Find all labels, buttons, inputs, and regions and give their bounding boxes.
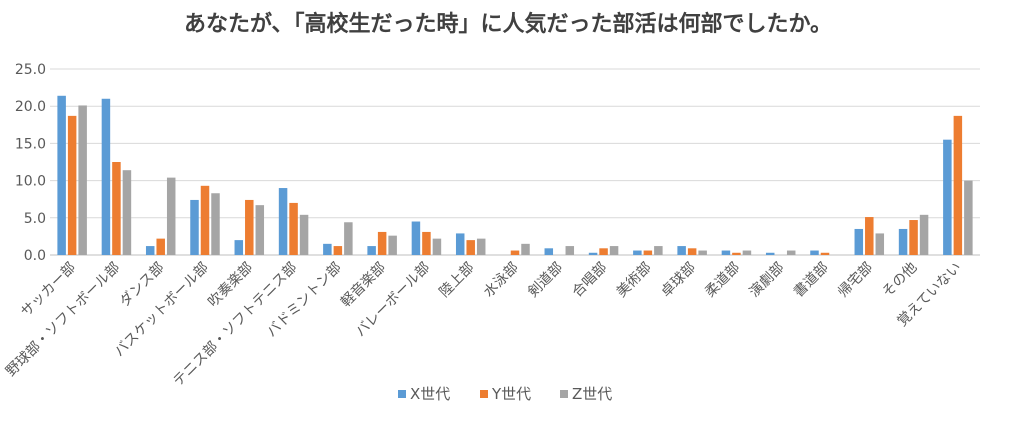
bar (633, 250, 642, 255)
bar (299, 214, 309, 255)
bar (742, 250, 752, 255)
bar (786, 250, 796, 255)
bar (156, 238, 165, 255)
bar (943, 139, 952, 255)
bar (643, 250, 653, 255)
bar (510, 250, 520, 255)
chart-title: あなたが、「高校生だった時」に人気だった部活は何部でしたか。 (183, 12, 833, 37)
bar (953, 115, 963, 255)
bar (609, 246, 619, 255)
bar (411, 221, 421, 255)
bar (820, 252, 830, 255)
bar (190, 199, 199, 255)
bar (200, 185, 210, 255)
bar (112, 162, 121, 255)
bar (145, 246, 155, 255)
legend-label: X世代 (410, 385, 450, 403)
bar (122, 170, 132, 255)
legend-swatch (560, 390, 568, 398)
bar (432, 238, 442, 255)
bar (422, 231, 431, 255)
category-label: 美術部 (614, 260, 655, 301)
bar (255, 205, 265, 255)
legend-label: Z世代 (572, 385, 612, 403)
bar (166, 177, 176, 255)
category-label: 帰宅部 (834, 259, 876, 301)
bar (476, 238, 486, 255)
bar (211, 193, 220, 255)
bar (964, 180, 973, 255)
bar (544, 248, 554, 255)
category-label: 柔道部 (702, 260, 743, 301)
legend-swatch (480, 390, 488, 398)
bar (289, 202, 298, 255)
bar (377, 231, 387, 255)
legend-label: Y世代 (491, 385, 531, 403)
y-tick-label: 20.0 (15, 99, 46, 115)
bar (654, 246, 663, 255)
bar (245, 199, 254, 255)
y-tick-label: 0.0 (24, 248, 46, 264)
bar (875, 233, 885, 255)
bar (588, 252, 598, 255)
category-label: 合唱部 (569, 260, 610, 301)
bar (687, 248, 697, 255)
bar (919, 214, 929, 255)
bar (721, 250, 731, 255)
bar (78, 105, 87, 256)
bar (565, 246, 575, 255)
category-label: 書道部 (791, 260, 832, 301)
y-tick-label: 10.0 (15, 174, 46, 190)
category-label: 卓球部 (658, 260, 699, 301)
bar (455, 233, 465, 255)
category-label: 陸上部 (437, 260, 478, 301)
bar (344, 222, 353, 255)
bar (101, 98, 111, 255)
bar (599, 248, 608, 255)
bar (278, 188, 288, 255)
bar (466, 240, 475, 255)
bar (677, 246, 686, 255)
bar (323, 243, 332, 255)
bar (898, 228, 908, 255)
category-label: 水泳部 (481, 260, 522, 301)
bar (67, 115, 77, 255)
category-label: 剣道部 (525, 260, 566, 301)
bar (388, 235, 397, 255)
y-tick-label: 15.0 (15, 136, 46, 152)
bar (521, 243, 530, 255)
bar (865, 217, 874, 255)
bar (234, 240, 244, 255)
bar (909, 220, 918, 255)
bar (765, 252, 775, 255)
bar (698, 250, 707, 255)
bar (810, 250, 819, 255)
bar (367, 246, 376, 255)
category-label: 演劇部 (747, 260, 788, 301)
bar (854, 228, 864, 255)
category-label: その他 (879, 260, 920, 301)
bar (333, 246, 343, 255)
y-tick-label: 25.0 (15, 62, 46, 78)
y-tick-label: 5.0 (24, 211, 46, 227)
legend-swatch (398, 390, 406, 398)
bar (57, 95, 66, 255)
bar (732, 252, 741, 255)
